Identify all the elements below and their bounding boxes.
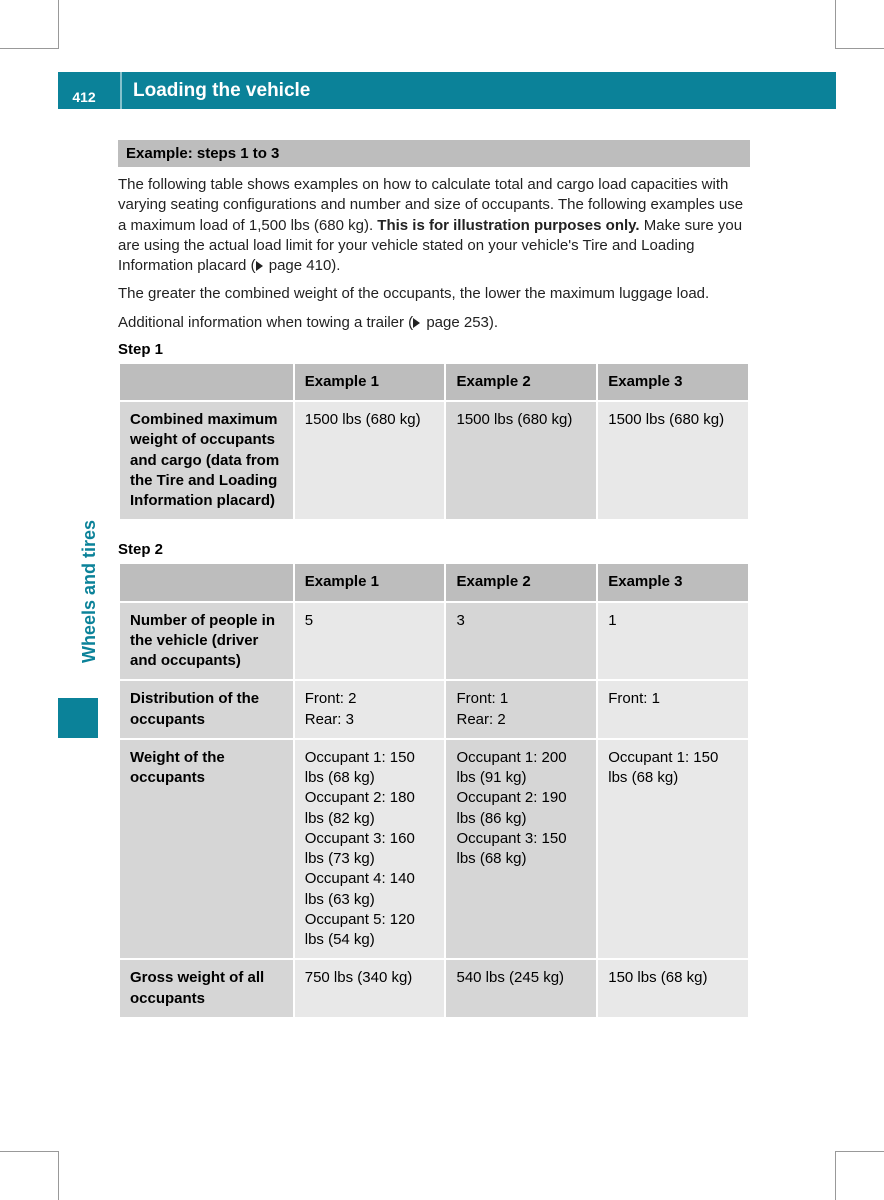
cell: Occupant 1: 200 lbs (91 kg)Occupant 2: 1…	[445, 739, 597, 960]
table-row: Example 1 Example 2 Example 3	[119, 363, 749, 401]
cell: 1500 lbs (680 kg)	[445, 401, 597, 520]
cell: 540 lbs (245 kg)	[445, 959, 597, 1018]
cell: Front: 1	[597, 680, 749, 739]
cell: 750 lbs (340 kg)	[294, 959, 446, 1018]
cell: 1500 lbs (680 kg)	[294, 401, 446, 520]
cell: 5	[294, 602, 446, 681]
row-label: Distribution of the occupants	[119, 680, 294, 739]
side-accent-block	[58, 698, 98, 738]
table-row: Number of people in the vehicle (driver …	[119, 602, 749, 681]
table-row: Gross weight of all occupants 750 lbs (3…	[119, 959, 749, 1018]
triangle-icon	[256, 261, 263, 271]
section-heading: Example: steps 1 to 3	[118, 140, 750, 167]
step2-table: Example 1 Example 2 Example 3 Number of …	[118, 562, 750, 1019]
row-label: Combined maximum weight of occupants and…	[119, 401, 294, 520]
page-title: Loading the vehicle	[133, 80, 310, 102]
page-number-box: 412	[58, 85, 110, 109]
col-header-ex1: Example 1	[294, 363, 446, 401]
col-header-blank	[119, 563, 294, 601]
cell: 3	[445, 602, 597, 681]
col-header-ex2: Example 2	[445, 563, 597, 601]
intro-paragraph-2: The greater the combined weight of the o…	[118, 284, 750, 304]
step1-heading: Step 1	[118, 341, 750, 358]
cell: Front: 2Rear: 3	[294, 680, 446, 739]
col-header-ex2: Example 2	[445, 363, 597, 401]
row-label: Weight of the occupants	[119, 739, 294, 960]
table-row: Weight of the occupants Occupant 1: 150 …	[119, 739, 749, 960]
table-row: Combined maximum weight of occupants and…	[119, 401, 749, 520]
intro-paragraph-3: Additional information when towing a tra…	[118, 313, 750, 333]
col-header-blank	[119, 363, 294, 401]
page-number: 412	[72, 89, 95, 105]
triangle-icon	[413, 318, 420, 328]
row-label: Number of people in the vehicle (driver …	[119, 602, 294, 681]
intro-ref-2: page 253).	[422, 314, 498, 331]
intro-text-3a: Additional information when towing a tra…	[118, 314, 413, 331]
side-tab-label: Wheels and tires	[79, 520, 100, 663]
step2-heading: Step 2	[118, 541, 750, 558]
step1-table: Example 1 Example 2 Example 3 Combined m…	[118, 362, 750, 522]
cell: 150 lbs (68 kg)	[597, 959, 749, 1018]
intro-ref-1: page 410).	[265, 257, 341, 274]
content-area: Example: steps 1 to 3 The following tabl…	[118, 140, 750, 1019]
header-bar: 412 Loading the vehicle	[58, 72, 836, 109]
cell: Occupant 1: 150 lbs (68 kg)	[597, 739, 749, 960]
header-divider	[120, 72, 122, 109]
cell: Occupant 1: 150 lbs (68 kg)Occupant 2: 1…	[294, 739, 446, 960]
cell: Front: 1Rear: 2	[445, 680, 597, 739]
cell: 1500 lbs (680 kg)	[597, 401, 749, 520]
col-header-ex1: Example 1	[294, 563, 446, 601]
intro-paragraph-1: The following table shows examples on ho…	[118, 175, 750, 276]
table-row: Distribution of the occupants Front: 2Re…	[119, 680, 749, 739]
col-header-ex3: Example 3	[597, 563, 749, 601]
intro-bold: This is for illustration purposes only.	[377, 217, 639, 234]
cell: 1	[597, 602, 749, 681]
row-label: Gross weight of all occupants	[119, 959, 294, 1018]
col-header-ex3: Example 3	[597, 363, 749, 401]
table-row: Example 1 Example 2 Example 3	[119, 563, 749, 601]
